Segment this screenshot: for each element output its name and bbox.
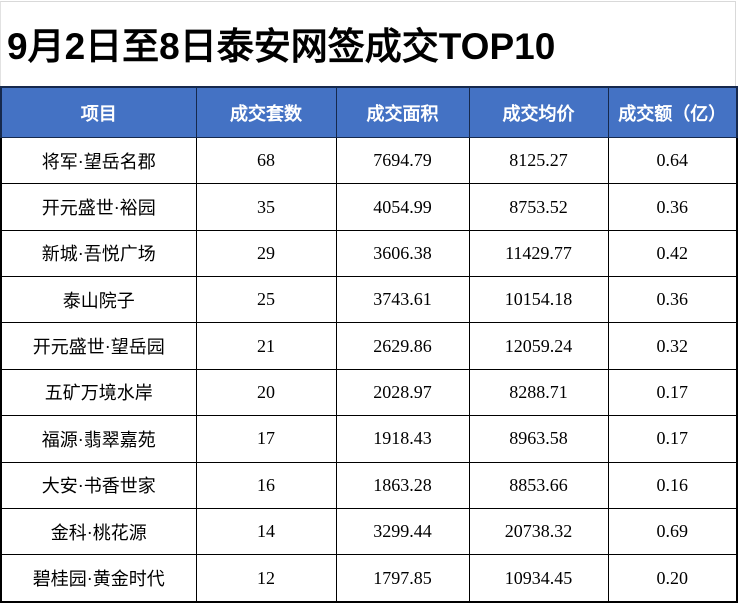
cell-project: 大安·书香世家 [0,461,197,509]
cell-price: 20738.32 [468,507,609,556]
table-row: 金科·桃花源 14 3299.44 20738.32 0.69 [0,507,738,556]
cell-units: 25 [195,276,337,324]
cell-units: 17 [195,415,337,463]
cell-project: 金科·桃花源 [0,507,197,556]
cell-amount: 0.42 [607,229,738,278]
cell-area: 3606.38 [335,229,470,278]
cell-units: 68 [195,136,337,185]
cell-amount: 0.36 [607,183,738,231]
transactions-table: 项目 成交套数 成交面积 成交均价 成交额（亿） 将军·望岳名郡 68 7694… [0,86,738,604]
cell-price: 12059.24 [468,322,609,370]
cell-project: 五矿万境水岸 [0,368,197,417]
col-header-project: 项目 [0,86,197,138]
cell-price: 8125.27 [468,136,609,185]
table-row: 福源·翡翠嘉苑 17 1918.43 8963.58 0.17 [0,415,738,463]
cell-area: 1797.85 [335,554,470,604]
cell-price: 8753.52 [468,183,609,231]
cell-project: 开元盛世·裕园 [0,183,197,231]
cell-project: 福源·翡翠嘉苑 [0,415,197,463]
cell-project: 碧桂园·黄金时代 [0,554,197,604]
table-row: 大安·书香世家 16 1863.28 8853.66 0.16 [0,461,738,509]
cell-amount: 0.32 [607,322,738,370]
table-row: 将军·望岳名郡 68 7694.79 8125.27 0.64 [0,136,738,185]
cell-project: 新城·吾悦广场 [0,229,197,278]
cell-project: 泰山院子 [0,276,197,324]
cell-amount: 0.17 [607,415,738,463]
page-title: 9月2日至8日泰安网签成交TOP10 [7,26,556,67]
cell-area: 3299.44 [335,507,470,556]
cell-units: 12 [195,554,337,604]
col-header-units: 成交套数 [195,86,337,138]
cell-price: 10154.18 [468,276,609,324]
cell-amount: 0.36 [607,276,738,324]
cell-area: 3743.61 [335,276,470,324]
cell-area: 2028.97 [335,368,470,417]
cell-amount: 0.20 [607,554,738,604]
cell-price: 10934.45 [468,554,609,604]
cell-price: 8288.71 [468,368,609,417]
col-header-amount: 成交额（亿） [607,86,738,138]
cell-area: 4054.99 [335,183,470,231]
cell-area: 2629.86 [335,322,470,370]
table-row: 碧桂园·黄金时代 12 1797.85 10934.45 0.20 [0,554,738,604]
cell-units: 29 [195,229,337,278]
table-row: 五矿万境水岸 20 2028.97 8288.71 0.17 [0,368,738,417]
table-row: 新城·吾悦广场 29 3606.38 11429.77 0.42 [0,229,738,278]
cell-units: 20 [195,368,337,417]
cell-amount: 0.17 [607,368,738,417]
cell-area: 7694.79 [335,136,470,185]
cell-amount: 0.16 [607,461,738,509]
cell-units: 16 [195,461,337,509]
cell-price: 11429.77 [468,229,609,278]
cell-project: 将军·望岳名郡 [0,136,197,185]
cell-area: 1863.28 [335,461,470,509]
cell-price: 8853.66 [468,461,609,509]
cell-units: 35 [195,183,337,231]
title-area: 9月2日至8日泰安网签成交TOP10 [0,0,744,86]
header-row: 项目 成交套数 成交面积 成交均价 成交额（亿） [0,86,738,138]
col-header-area: 成交面积 [335,86,470,138]
table-row: 开元盛世·裕园 35 4054.99 8753.52 0.36 [0,183,738,231]
cell-area: 1918.43 [335,415,470,463]
cell-amount: 0.69 [607,507,738,556]
cell-project: 开元盛世·望岳园 [0,322,197,370]
table-row: 泰山院子 25 3743.61 10154.18 0.36 [0,276,738,324]
cell-amount: 0.64 [607,136,738,185]
cell-units: 21 [195,322,337,370]
col-header-price: 成交均价 [468,86,609,138]
cell-units: 14 [195,507,337,556]
table-row: 开元盛世·望岳园 21 2629.86 12059.24 0.32 [0,322,738,370]
cell-price: 8963.58 [468,415,609,463]
